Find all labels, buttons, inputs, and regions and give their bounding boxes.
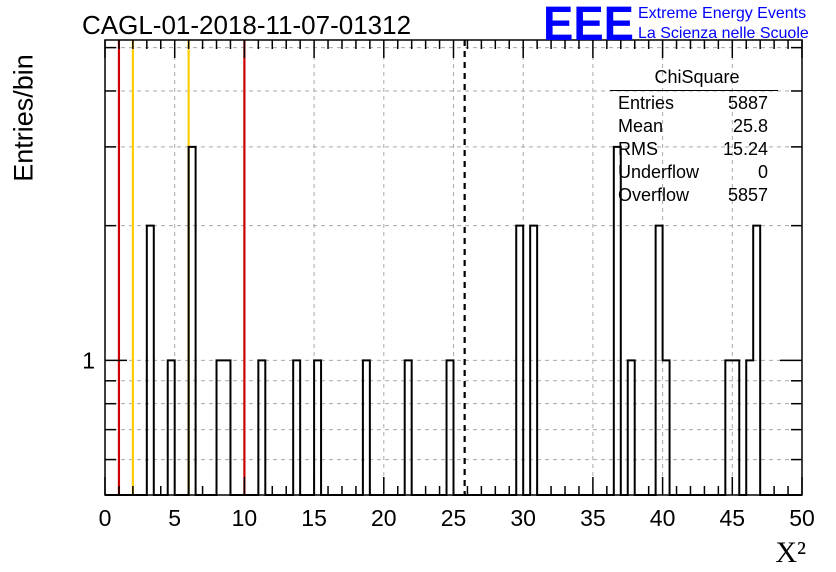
logo-mark: EEE [543, 0, 634, 44]
stats-value: 5857 [727, 185, 768, 205]
histogram-bin [447, 360, 454, 495]
histogram-bin [293, 360, 300, 495]
stats-value: 15.24 [722, 139, 768, 159]
x-tick-label: 40 [650, 505, 676, 531]
x-tick-label: 5 [168, 505, 181, 531]
stats-label: Underflow [618, 162, 700, 182]
axis-ticks [104, 40, 803, 495]
eee-logo: EEE [543, 0, 634, 44]
histogram-bin [732, 360, 739, 495]
stats-box: ChiSquare Entries 5887 Mean 25.8 RMS 15.24 … [610, 66, 778, 207]
x-tick-label: 30 [510, 505, 536, 531]
histogram-bin [405, 360, 412, 495]
histogram-bin [530, 226, 537, 495]
stats-value: 5887 [727, 93, 768, 113]
x-axis-label: X² [775, 536, 806, 569]
histogram-bin [217, 360, 224, 495]
x-tick-label: 25 [441, 505, 467, 531]
stats-label: RMS [618, 139, 658, 159]
stats-row-rms: RMS 15.24 [610, 138, 778, 161]
stats-value: 0 [757, 162, 768, 182]
histogram-bin [753, 226, 760, 495]
stats-row-mean: Mean 25.8 [610, 115, 778, 138]
histogram-bin [663, 360, 670, 495]
stats-value: 25.8 [732, 116, 768, 136]
histogram-bin [516, 226, 523, 495]
logo-line-2: La Scienza nelle Scuole [638, 25, 809, 42]
x-tick-label: 50 [789, 505, 815, 531]
stats-label: Overflow [618, 185, 690, 205]
x-tick-label: 15 [301, 505, 327, 531]
x-tick-label: 20 [371, 505, 397, 531]
y-axis-label-box: Entries/bin [4, 0, 44, 572]
stats-row-overflow: Overflow 5857 [610, 184, 778, 207]
histogram-bin [628, 360, 635, 495]
x-tick-label: 45 [720, 505, 746, 531]
histogram-bin [223, 360, 230, 495]
chart-title: CAGL-01-2018-11-07-01312 [82, 10, 412, 40]
histogram-bin [656, 226, 663, 495]
y-axis-label: Entries/bin [8, 54, 39, 182]
stats-title: ChiSquare [610, 66, 778, 91]
axis-tick-labels: 10 5 10 15 20 25 30 35 40 45 50 [82, 347, 815, 531]
y-tick-label: 1 [82, 347, 95, 373]
x-tick-label: 10 [232, 505, 258, 531]
x-tick-label: 35 [580, 505, 606, 531]
stats-label: Entries [618, 93, 675, 113]
histogram-bin [258, 360, 265, 495]
histogram-bin [189, 147, 196, 495]
stats-label: Mean [618, 116, 664, 136]
histogram-bin [147, 226, 154, 495]
logo-text: Extreme Energy Events La Scienza nelle S… [638, 4, 809, 44]
histogram-bin [168, 360, 175, 495]
stats-row-entries: Entries 5887 [610, 92, 778, 115]
histogram-bin [746, 360, 753, 495]
stats-row-underflow: Underflow 0 [610, 161, 778, 184]
x-tick-label: 0 [99, 505, 112, 531]
histogram-bin [725, 360, 732, 495]
histogram-bin [363, 360, 370, 495]
logo-line-1: Extreme Energy Events [638, 5, 807, 22]
histogram-bin [314, 360, 321, 495]
